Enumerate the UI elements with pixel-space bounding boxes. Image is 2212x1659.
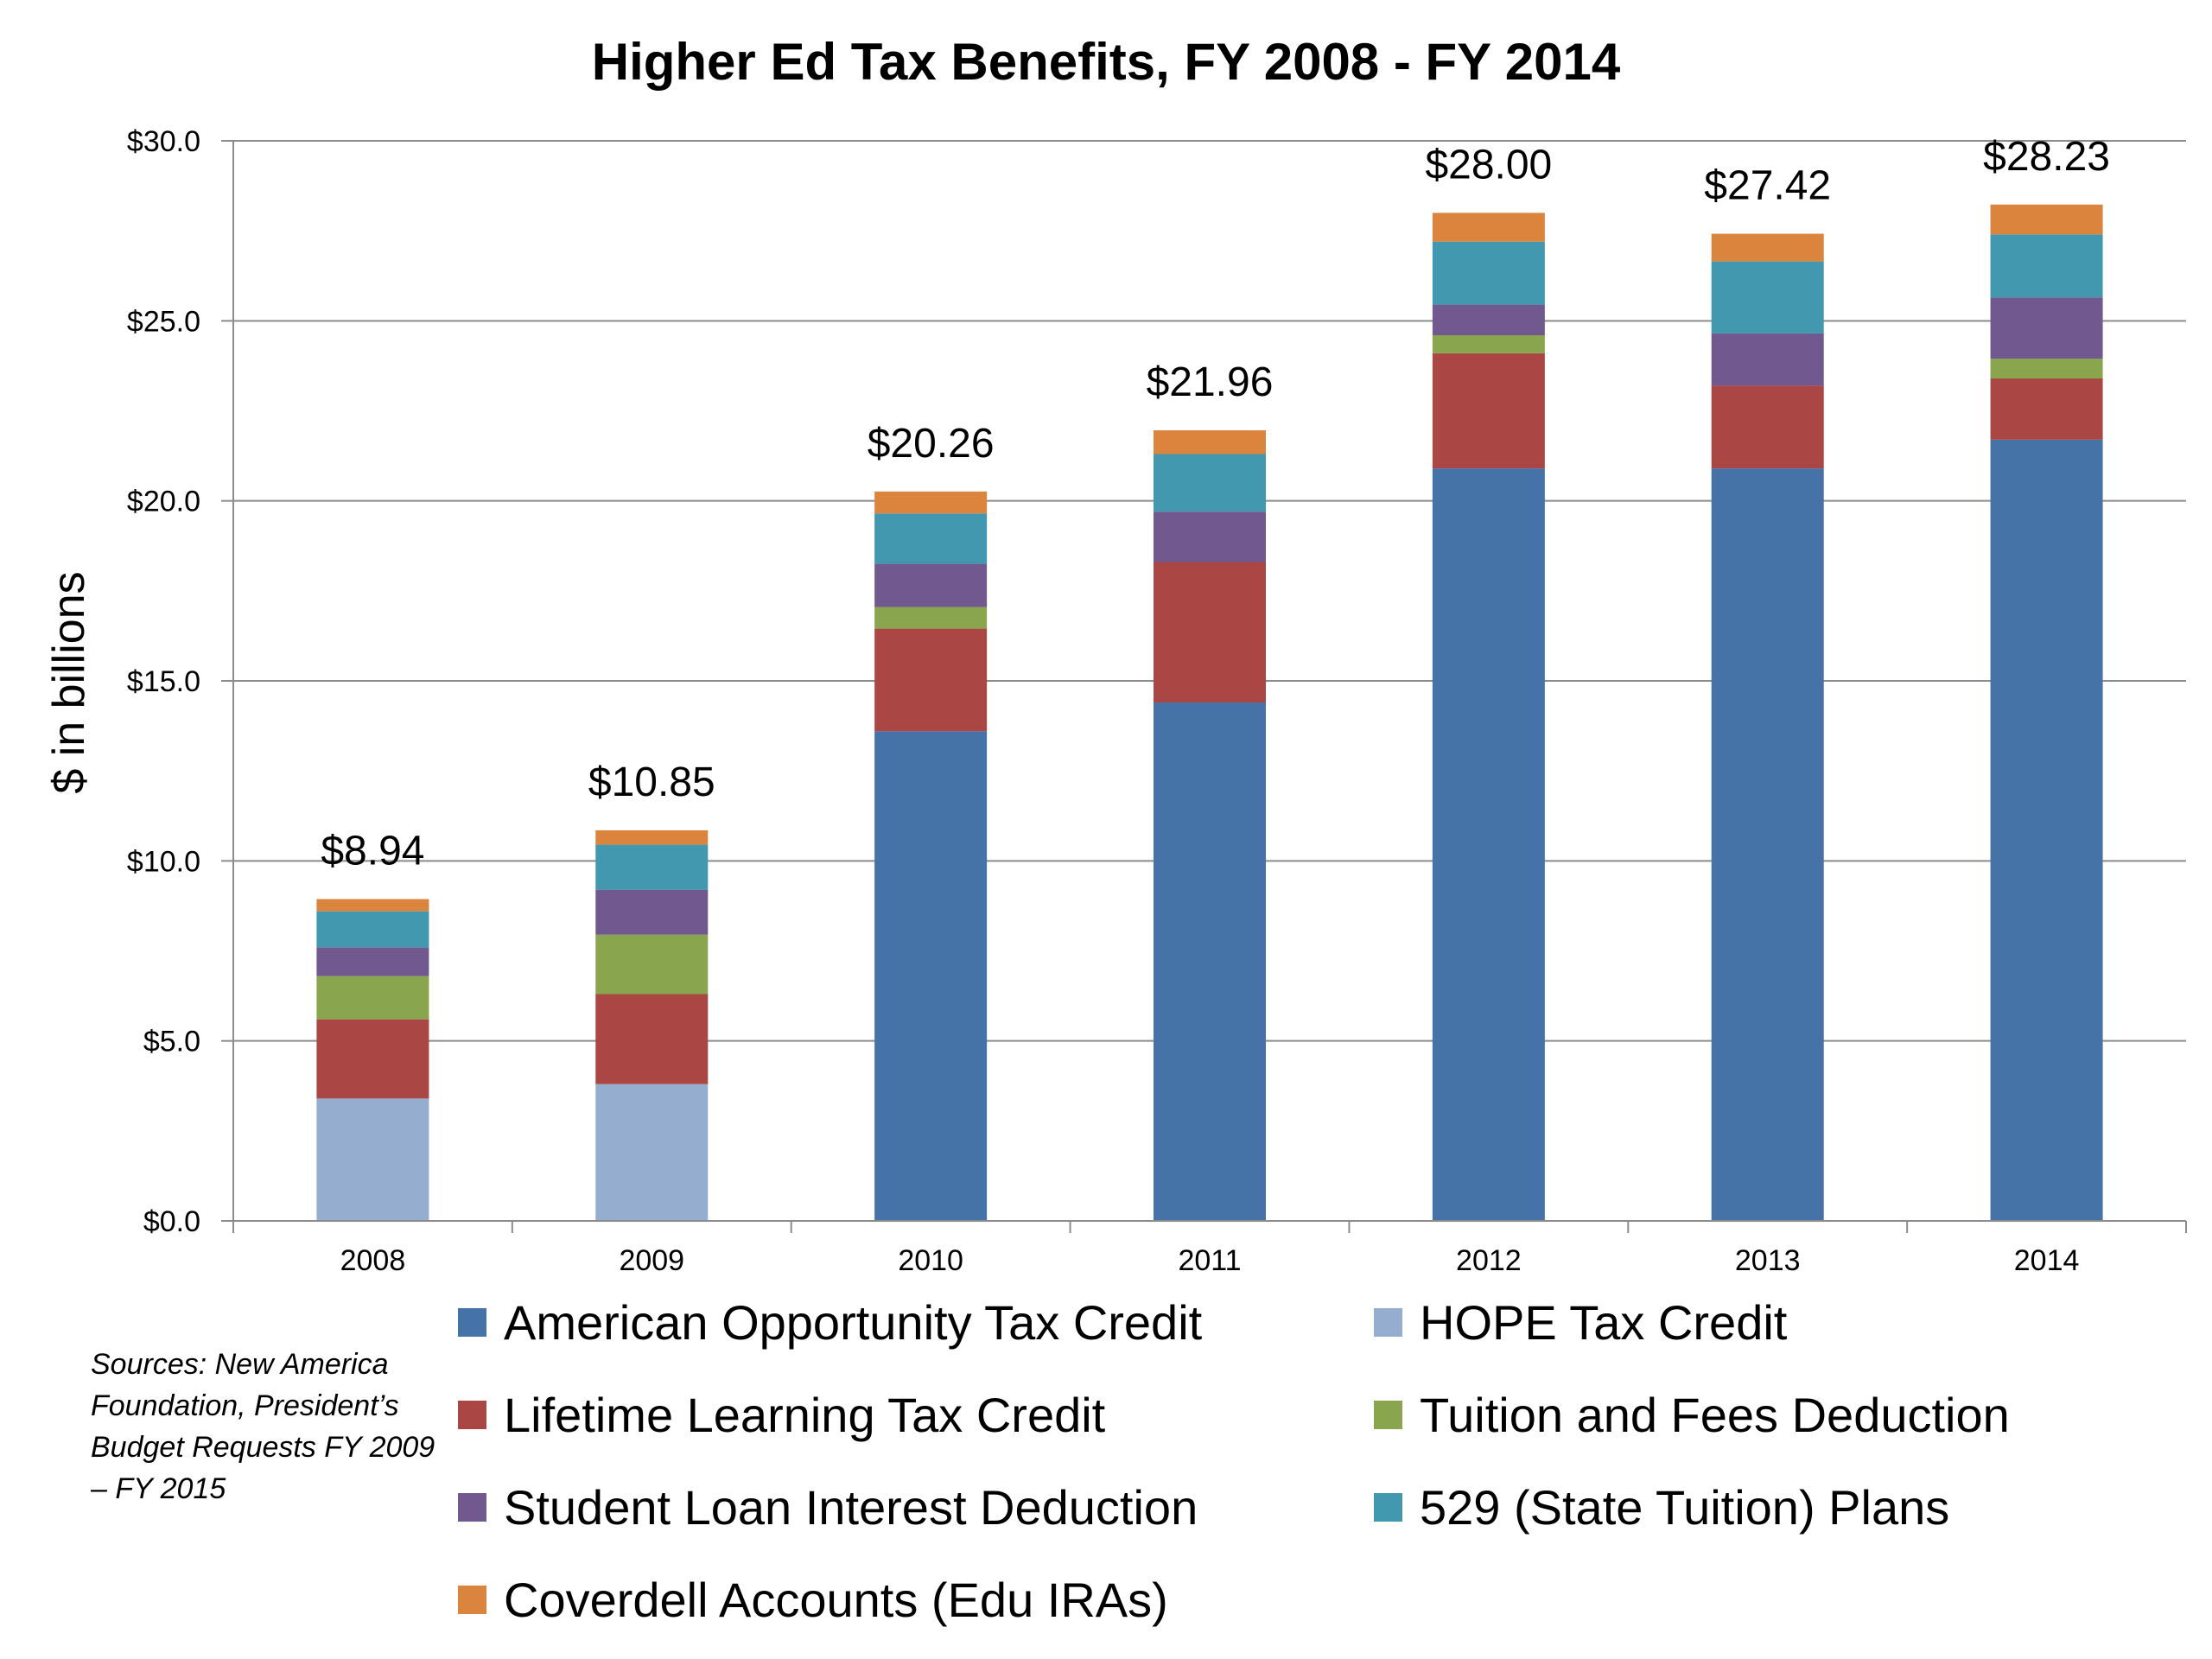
bar-segment bbox=[595, 844, 709, 890]
y-tick-label: $15.0 bbox=[127, 665, 200, 698]
bar-segment bbox=[1990, 378, 2103, 440]
x-tick-label: 2010 bbox=[898, 1244, 963, 1277]
bar-segment bbox=[1432, 213, 1545, 242]
bar-segment bbox=[1432, 304, 1545, 335]
axes: $0.0 $5.0 $10.0 $15.0 $20.0 $25.0 $30.0 2008 200… bbox=[127, 125, 2187, 1277]
bars bbox=[316, 204, 2103, 1221]
total-label: $8.94 bbox=[321, 829, 424, 874]
bar-segment bbox=[874, 491, 988, 514]
bar-segment bbox=[874, 628, 988, 732]
source-note: Sources: New America Foundation, Preside… bbox=[91, 1348, 435, 1505]
total-label: $28.23 bbox=[1983, 134, 2110, 180]
x-tick-label: 2008 bbox=[340, 1244, 406, 1277]
y-axis-label: $ in billions bbox=[44, 571, 94, 793]
bar-segment bbox=[316, 1098, 429, 1221]
y-tick-label: $10.0 bbox=[127, 845, 200, 878]
legend-swatch bbox=[1374, 1492, 1402, 1522]
legend-swatch bbox=[458, 1307, 486, 1337]
bar-segment bbox=[874, 513, 988, 564]
bar-segment bbox=[1154, 702, 1266, 1221]
bar-segment bbox=[595, 889, 709, 935]
legend-swatch bbox=[1374, 1400, 1402, 1429]
bar-segment bbox=[316, 947, 429, 976]
total-label: $20.26 bbox=[868, 421, 995, 467]
y-tick-label: $0.0 bbox=[143, 1205, 200, 1238]
x-tick-label: 2009 bbox=[619, 1244, 684, 1277]
bar-segment bbox=[874, 563, 988, 607]
bar-segment bbox=[1154, 454, 1266, 512]
legend-item: 529 (State Tuition) Plans bbox=[1374, 1472, 1949, 1541]
legend-item: Student Loan Interest Deduction bbox=[458, 1472, 1198, 1541]
bar-segment bbox=[1711, 261, 1824, 334]
bar-segment bbox=[1711, 233, 1824, 262]
bar-segment bbox=[1154, 430, 1266, 454]
legend-item: Lifetime Learning Tax Credit bbox=[458, 1380, 1105, 1449]
bar-segment bbox=[1432, 335, 1545, 353]
bar-segment bbox=[1154, 562, 1266, 702]
bar-segment bbox=[1432, 468, 1545, 1221]
legend-item: Tuition and Fees Deduction bbox=[1374, 1380, 2010, 1449]
bar-segment bbox=[1711, 333, 1824, 386]
legend-swatch bbox=[1374, 1307, 1402, 1337]
y-tick-label: $25.0 bbox=[127, 305, 200, 338]
legend-label: Lifetime Learning Tax Credit bbox=[504, 1387, 1106, 1442]
y-tick-label: $20.0 bbox=[127, 486, 200, 518]
bar-segment bbox=[1990, 439, 2103, 1221]
bar-segment bbox=[874, 607, 988, 629]
bar-segment bbox=[316, 976, 429, 1020]
total-label: $10.85 bbox=[588, 760, 715, 805]
chart-title: Higher Ed Tax Benefits, FY 2008 - FY 201… bbox=[592, 33, 1621, 91]
legend-item: American Opportunity Tax Credit bbox=[458, 1287, 1202, 1357]
legend-item: HOPE Tax Credit bbox=[1374, 1287, 1787, 1357]
bar-segment bbox=[1711, 385, 1824, 469]
x-tick-label: 2013 bbox=[1735, 1244, 1801, 1277]
bar-segment bbox=[1711, 468, 1824, 1221]
legend-label: Tuition and Fees Deduction bbox=[1420, 1387, 2010, 1442]
total-label: $27.42 bbox=[1704, 163, 1831, 209]
total-label: $28.00 bbox=[1425, 142, 1552, 188]
legend-label: HOPE Tax Credit bbox=[1420, 1294, 1788, 1350]
legend-swatch bbox=[458, 1585, 486, 1614]
bar-segment bbox=[1990, 297, 2103, 359]
bar-segment bbox=[595, 1084, 709, 1221]
bar-segment bbox=[595, 830, 709, 845]
y-tick-label: $30.0 bbox=[127, 125, 200, 158]
bar-segment bbox=[595, 934, 709, 995]
bar-segment bbox=[874, 731, 988, 1221]
bar-segment bbox=[316, 899, 429, 912]
legend-item: Coverdell Accounts (Edu IRAs) bbox=[458, 1565, 1168, 1634]
bar-segment bbox=[316, 911, 429, 948]
legend-label: American Opportunity Tax Credit bbox=[504, 1294, 1203, 1350]
y-tick-label: $5.0 bbox=[143, 1026, 200, 1058]
bar-segment bbox=[316, 1019, 429, 1099]
legend-swatch bbox=[458, 1400, 486, 1429]
bar-segment bbox=[595, 994, 709, 1084]
bar-segment bbox=[1432, 241, 1545, 305]
bar-segment bbox=[1990, 204, 2103, 235]
bar-segment bbox=[1990, 234, 2103, 298]
x-tick-label: 2011 bbox=[1178, 1244, 1241, 1277]
data-labels: $8.94 $10.85 $20.26 $21.96 $28.00 $27.42 $28.2… bbox=[321, 134, 2110, 874]
bar-segment bbox=[1154, 512, 1266, 563]
bar-segment bbox=[1990, 359, 2103, 378]
legend-label: 529 (State Tuition) Plans bbox=[1420, 1479, 1950, 1535]
legend-label: Coverdell Accounts (Edu IRAs) bbox=[504, 1572, 1168, 1627]
x-tick-label: 2012 bbox=[1456, 1244, 1522, 1277]
bar-segment bbox=[1432, 353, 1545, 469]
total-label: $21.96 bbox=[1147, 359, 1274, 405]
legend-label: Student Loan Interest Deduction bbox=[504, 1479, 1198, 1535]
x-tick-label: 2014 bbox=[2014, 1244, 2080, 1277]
legend-swatch bbox=[458, 1492, 486, 1522]
